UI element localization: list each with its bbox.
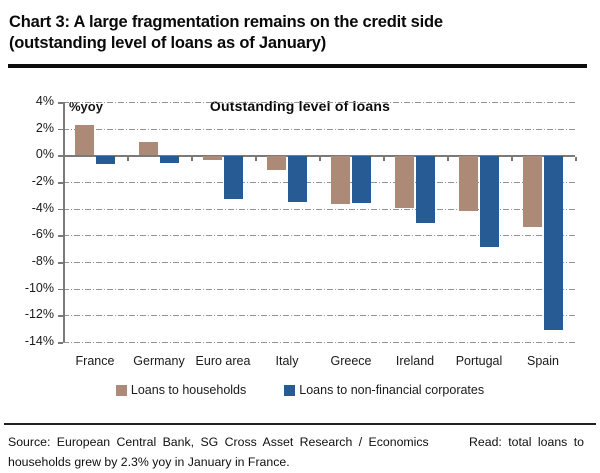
- chart-title-line2: (outstanding level of loans as of Januar…: [9, 34, 327, 52]
- legend-item-households: Loans to households: [115, 383, 247, 397]
- y-tick-label--14: -14%: [24, 334, 54, 348]
- header-divider: [8, 64, 587, 68]
- x-axis-tick-2: [191, 156, 193, 161]
- x-axis-tick-3: [255, 156, 257, 161]
- bar-corporates-italy: [288, 156, 307, 202]
- x-axis-tick-7: [511, 156, 513, 161]
- x-tick-label-italy: Italy: [275, 354, 299, 368]
- y-tick-label--2: -2%: [31, 174, 54, 188]
- gridline-4: [63, 102, 575, 103]
- zero-baseline: [63, 155, 575, 157]
- gridline--6: [63, 235, 575, 237]
- y-axis-tick--2: [58, 182, 63, 184]
- x-tick-label-euro-area: Euro area: [195, 354, 251, 368]
- y-tick-label--4: -4%: [31, 200, 54, 215]
- x-tick-label-greece: Greece: [330, 354, 372, 368]
- bar-corporates-greece: [352, 156, 371, 203]
- bar-corporates-germany: [160, 156, 179, 163]
- y-axis-tick-0: [58, 155, 63, 157]
- x-axis-tick-4: [319, 156, 321, 161]
- bar-households-greece: [331, 156, 350, 205]
- x-axis-tick-5: [383, 156, 385, 161]
- bar-households-spain: [523, 156, 542, 227]
- bar-corporates-ireland: [416, 156, 435, 223]
- x-axis-tick-0: [63, 156, 65, 161]
- gridline--12: [63, 315, 575, 317]
- y-axis-tick--12: [58, 315, 63, 317]
- y-axis-tick--6: [58, 235, 63, 237]
- bar-corporates-portugal: [480, 156, 499, 247]
- y-tick-label--6: -6%: [31, 227, 54, 242]
- y-axis-tick--4: [58, 208, 63, 211]
- gridline--4: [63, 208, 575, 210]
- x-axis-tick-8: [575, 156, 577, 161]
- y-axis-tick--8: [58, 262, 63, 264]
- read-note-start: Read: total loans to: [469, 435, 584, 449]
- bar-households-italy: [267, 156, 286, 170]
- x-tick-label-france: France: [75, 354, 115, 368]
- bar-households-euro-area: [203, 156, 222, 161]
- y-axis-tick--14: [58, 342, 63, 344]
- bar-households-germany: [139, 142, 158, 156]
- x-axis-tick-1: [127, 156, 129, 161]
- x-tick-label-germany: Germany: [133, 354, 185, 368]
- households-swatch-icon: [115, 384, 127, 396]
- y-tick-label--12: -12%: [24, 307, 54, 322]
- legend-item-corporates: Loans to non-financial corporates: [284, 383, 484, 397]
- bar-corporates-spain: [544, 156, 563, 330]
- x-tick-label-ireland: Ireland: [395, 354, 435, 368]
- bar-households-portugal: [459, 156, 478, 211]
- legend: Loans to households Loans to non-financi…: [0, 383, 600, 397]
- chart-header: Chart 3: A large fragmentation remains o…: [9, 12, 591, 54]
- gridline--2: [63, 182, 575, 183]
- legend-label-corporates: Loans to non-financial corporates: [299, 383, 485, 397]
- bar-households-france: [75, 124, 94, 156]
- bar-corporates-france: [96, 156, 115, 165]
- legend-label-households: Loans to households: [130, 383, 247, 397]
- gridline-2: [63, 128, 575, 130]
- chart-title-line1: Chart 3: A large fragmentation remains o…: [9, 13, 443, 31]
- y-axis-tick-2: [58, 128, 63, 131]
- gridline--14: [63, 342, 575, 343]
- source-text: Source: European Central Bank, SG Cross …: [8, 435, 429, 449]
- y-axis-tick--10: [58, 288, 63, 291]
- gridline--10: [63, 288, 575, 290]
- y-tick-label-0: 0%: [35, 147, 54, 162]
- plot-title: Outstanding level of loans: [209, 98, 391, 114]
- y-axis-tick-4: [58, 102, 63, 104]
- bar-households-ireland: [395, 156, 414, 209]
- x-tick-label-spain: Spain: [527, 354, 559, 368]
- x-tick-label-portugal: Portugal: [455, 354, 503, 368]
- source-note: Source: European Central Bank, SG Cross …: [8, 432, 584, 472]
- y-tick-label--8: -8%: [31, 254, 54, 268]
- footer-divider: [4, 423, 596, 425]
- x-axis-tick-6: [447, 156, 449, 161]
- y-axis-line: [63, 102, 65, 342]
- y-tick-label--10: -10%: [24, 280, 54, 295]
- y-tick-label-4: 4%: [35, 94, 54, 108]
- read-note-end: households grew by 2.3% yoy in January i…: [8, 455, 290, 469]
- bar-corporates-euro-area: [224, 156, 243, 199]
- y-tick-label-2: 2%: [35, 120, 54, 135]
- gridline--8: [63, 262, 575, 263]
- corporates-swatch-icon: [284, 384, 296, 396]
